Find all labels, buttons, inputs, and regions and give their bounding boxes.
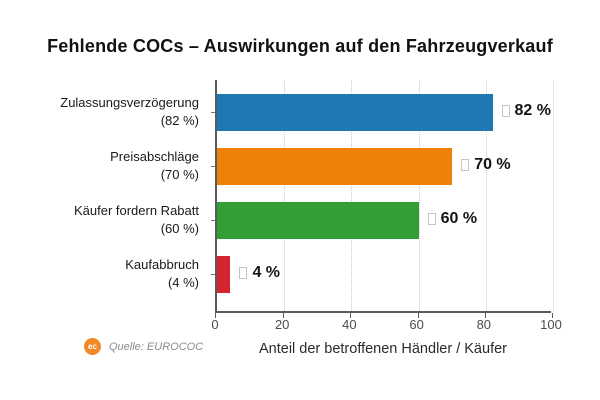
x-tick-0 — [215, 313, 216, 318]
category-name-2: Käufer fordern Rabatt — [73, 203, 199, 218]
x-axis-title: Anteil der betroffenen Händler / Käufer — [258, 341, 507, 357]
x-tick-label-0: 0 — [211, 317, 219, 332]
gridline-x-40 — [351, 80, 353, 311]
source-label: Quelle: EUROCOC — [109, 340, 204, 353]
y-tick-3 — [211, 274, 215, 275]
tofu-box-icon — [461, 159, 470, 171]
x-tick-label-60: 60 — [409, 317, 424, 332]
x-tick-label-80: 80 — [476, 317, 492, 332]
bar-value-text-2: 60 % — [440, 210, 478, 227]
category-name-1: Preisabschläge — [110, 149, 199, 164]
tofu-box-icon — [427, 213, 436, 225]
bar-1 — [217, 147, 453, 185]
bar-value-label-0: 82 % — [501, 102, 551, 120]
category-axis: Zulassungsverzögerung (82 %) Preisabschläg… — [0, 80, 207, 313]
category-label-1: Preisabschläge (70 %) — [0, 148, 199, 184]
category-percent-1: (70 %) — [160, 167, 199, 182]
gridline-x-20 — [284, 80, 286, 311]
category-label-0: Zulassungsverzögerung (82 %) — [0, 94, 199, 130]
eurococ-logo-icon: ec — [84, 338, 101, 355]
x-tick-20 — [283, 313, 285, 318]
bar-value-text-3: 4 % — [252, 264, 281, 281]
category-label-2: Käufer fordern Rabatt (60 %) — [0, 202, 199, 238]
category-label-3: Kaufabbruch (4 %) — [0, 256, 199, 292]
bar-value-label-2: 60 % — [427, 210, 478, 228]
gridline-x-60 — [418, 80, 420, 311]
chart-title: Fehlende COCs – Auswirkungen auf den Fah… — [47, 36, 553, 56]
x-tick-80 — [484, 313, 486, 318]
gridline-x-80 — [485, 80, 487, 311]
category-percent-2: (60 %) — [160, 221, 199, 236]
source-footer: ec Quelle: EUROCOC — [84, 338, 203, 355]
category-name-3: Kaufabbruch — [125, 257, 199, 272]
bar-value-label-1: 70 % — [461, 156, 511, 174]
bar-value-label-3: 4 % — [239, 264, 280, 282]
y-tick-0 — [211, 112, 215, 113]
bar-0 — [217, 93, 493, 131]
bar-2 — [217, 201, 419, 239]
x-tick-label-40: 40 — [342, 317, 357, 332]
bar-3 — [217, 255, 231, 293]
category-percent-0: (82 %) — [160, 113, 199, 128]
x-tick-40 — [350, 313, 352, 318]
bar-value-text-1: 70 % — [474, 156, 511, 173]
x-tick-100 — [552, 313, 553, 318]
category-percent-3: (4 %) — [167, 275, 199, 290]
y-tick-2 — [211, 220, 215, 221]
gridline-x-100 — [553, 80, 554, 311]
bar-value-text-0: 82 % — [514, 102, 551, 119]
plot-area: 82 % 70 % 60 % 4 % — [211, 80, 554, 318]
x-tick-label-20: 20 — [274, 317, 290, 332]
category-name-0: Zulassungsverzögerung — [60, 95, 199, 110]
tofu-box-icon — [239, 267, 248, 279]
tofu-box-icon — [501, 105, 510, 117]
x-tick-60 — [417, 313, 419, 318]
x-tick-label-100: 100 — [540, 317, 562, 332]
y-tick-1 — [211, 166, 215, 167]
